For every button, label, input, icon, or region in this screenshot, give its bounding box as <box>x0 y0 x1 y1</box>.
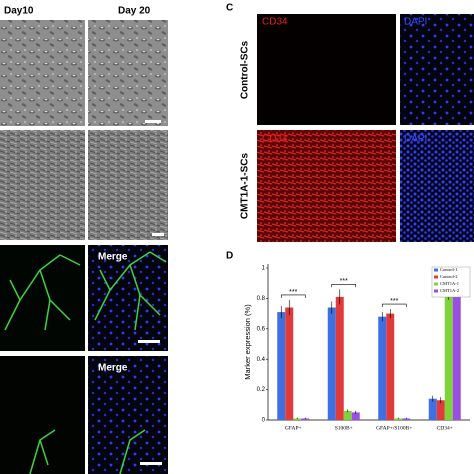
significance-bracket <box>381 303 407 308</box>
label: Merge <box>98 363 128 374</box>
panel-label: C <box>226 3 233 14</box>
bar <box>343 410 352 420</box>
x-tick-label: GFAP+ <box>285 425 302 431</box>
scale-bar <box>138 340 160 343</box>
scale-bar <box>145 120 161 123</box>
micrograph <box>88 245 168 351</box>
micrograph <box>0 20 85 126</box>
bar <box>428 398 437 420</box>
neurite <box>94 251 167 331</box>
bar <box>285 307 294 420</box>
x-tick-label: S100B+ <box>335 425 353 431</box>
micrograph <box>257 130 396 242</box>
legend-swatch <box>434 282 438 286</box>
y-tick-label: 0 <box>262 418 266 424</box>
micrograph <box>88 20 168 126</box>
label: DAPI <box>404 17 427 28</box>
legend-label: Control-1 <box>440 267 458 272</box>
neurite <box>4 254 81 331</box>
x-tick-label: CD34+ <box>437 425 453 431</box>
cell <box>29 429 56 474</box>
label: CD34 <box>262 17 288 28</box>
label: DAPI <box>404 134 427 145</box>
label: CD34 <box>262 134 288 145</box>
row-label: CMT1A-1-SCs <box>240 153 251 220</box>
scale-bar <box>152 233 164 236</box>
label: Day 20 <box>118 6 151 17</box>
micrograph <box>400 14 474 125</box>
legend-swatch <box>434 268 438 272</box>
y-tick-label: 0.6 <box>257 326 266 332</box>
row-label: Control-SCs <box>240 40 251 99</box>
legend-swatch <box>434 275 438 279</box>
bar <box>335 296 344 420</box>
significance-bracket <box>331 283 357 288</box>
cell <box>119 429 146 474</box>
label: Merge <box>98 252 128 263</box>
scale-bar <box>140 462 162 465</box>
bar <box>378 316 387 420</box>
micrograph <box>0 130 85 240</box>
legend-swatch <box>434 289 438 293</box>
y-tick-label: 1 <box>262 266 266 272</box>
micrograph <box>88 130 168 240</box>
annotation: *** <box>340 278 348 285</box>
micrograph <box>257 14 396 125</box>
y-tick-label: 0.8 <box>257 296 266 302</box>
micrograph <box>0 356 85 474</box>
bar <box>444 295 453 420</box>
bar <box>351 412 360 420</box>
bar <box>386 313 395 420</box>
micrograph <box>400 130 474 242</box>
annotation: *** <box>289 289 297 296</box>
bar <box>436 400 445 420</box>
micrograph <box>88 356 168 474</box>
legend-label: CMT1A-1 <box>440 281 459 286</box>
y-tick-label: 0.4 <box>257 357 266 363</box>
bar <box>327 307 336 420</box>
x-tick-label: GFAP+/S100B+ <box>376 425 412 431</box>
legend-label: CMT1A-2 <box>440 288 459 293</box>
legend-box <box>431 266 471 298</box>
y-axis-label: Marker expression (%) <box>243 304 252 380</box>
significance-bracket <box>280 294 306 298</box>
annotation: *** <box>390 298 398 305</box>
label: Day10 <box>4 6 34 17</box>
bar <box>452 286 461 420</box>
micrograph <box>0 245 85 351</box>
panel-label: D <box>226 251 233 262</box>
y-tick-label: 0.2 <box>257 387 266 393</box>
bar <box>277 312 286 420</box>
legend-label: Control-2 <box>440 274 458 279</box>
